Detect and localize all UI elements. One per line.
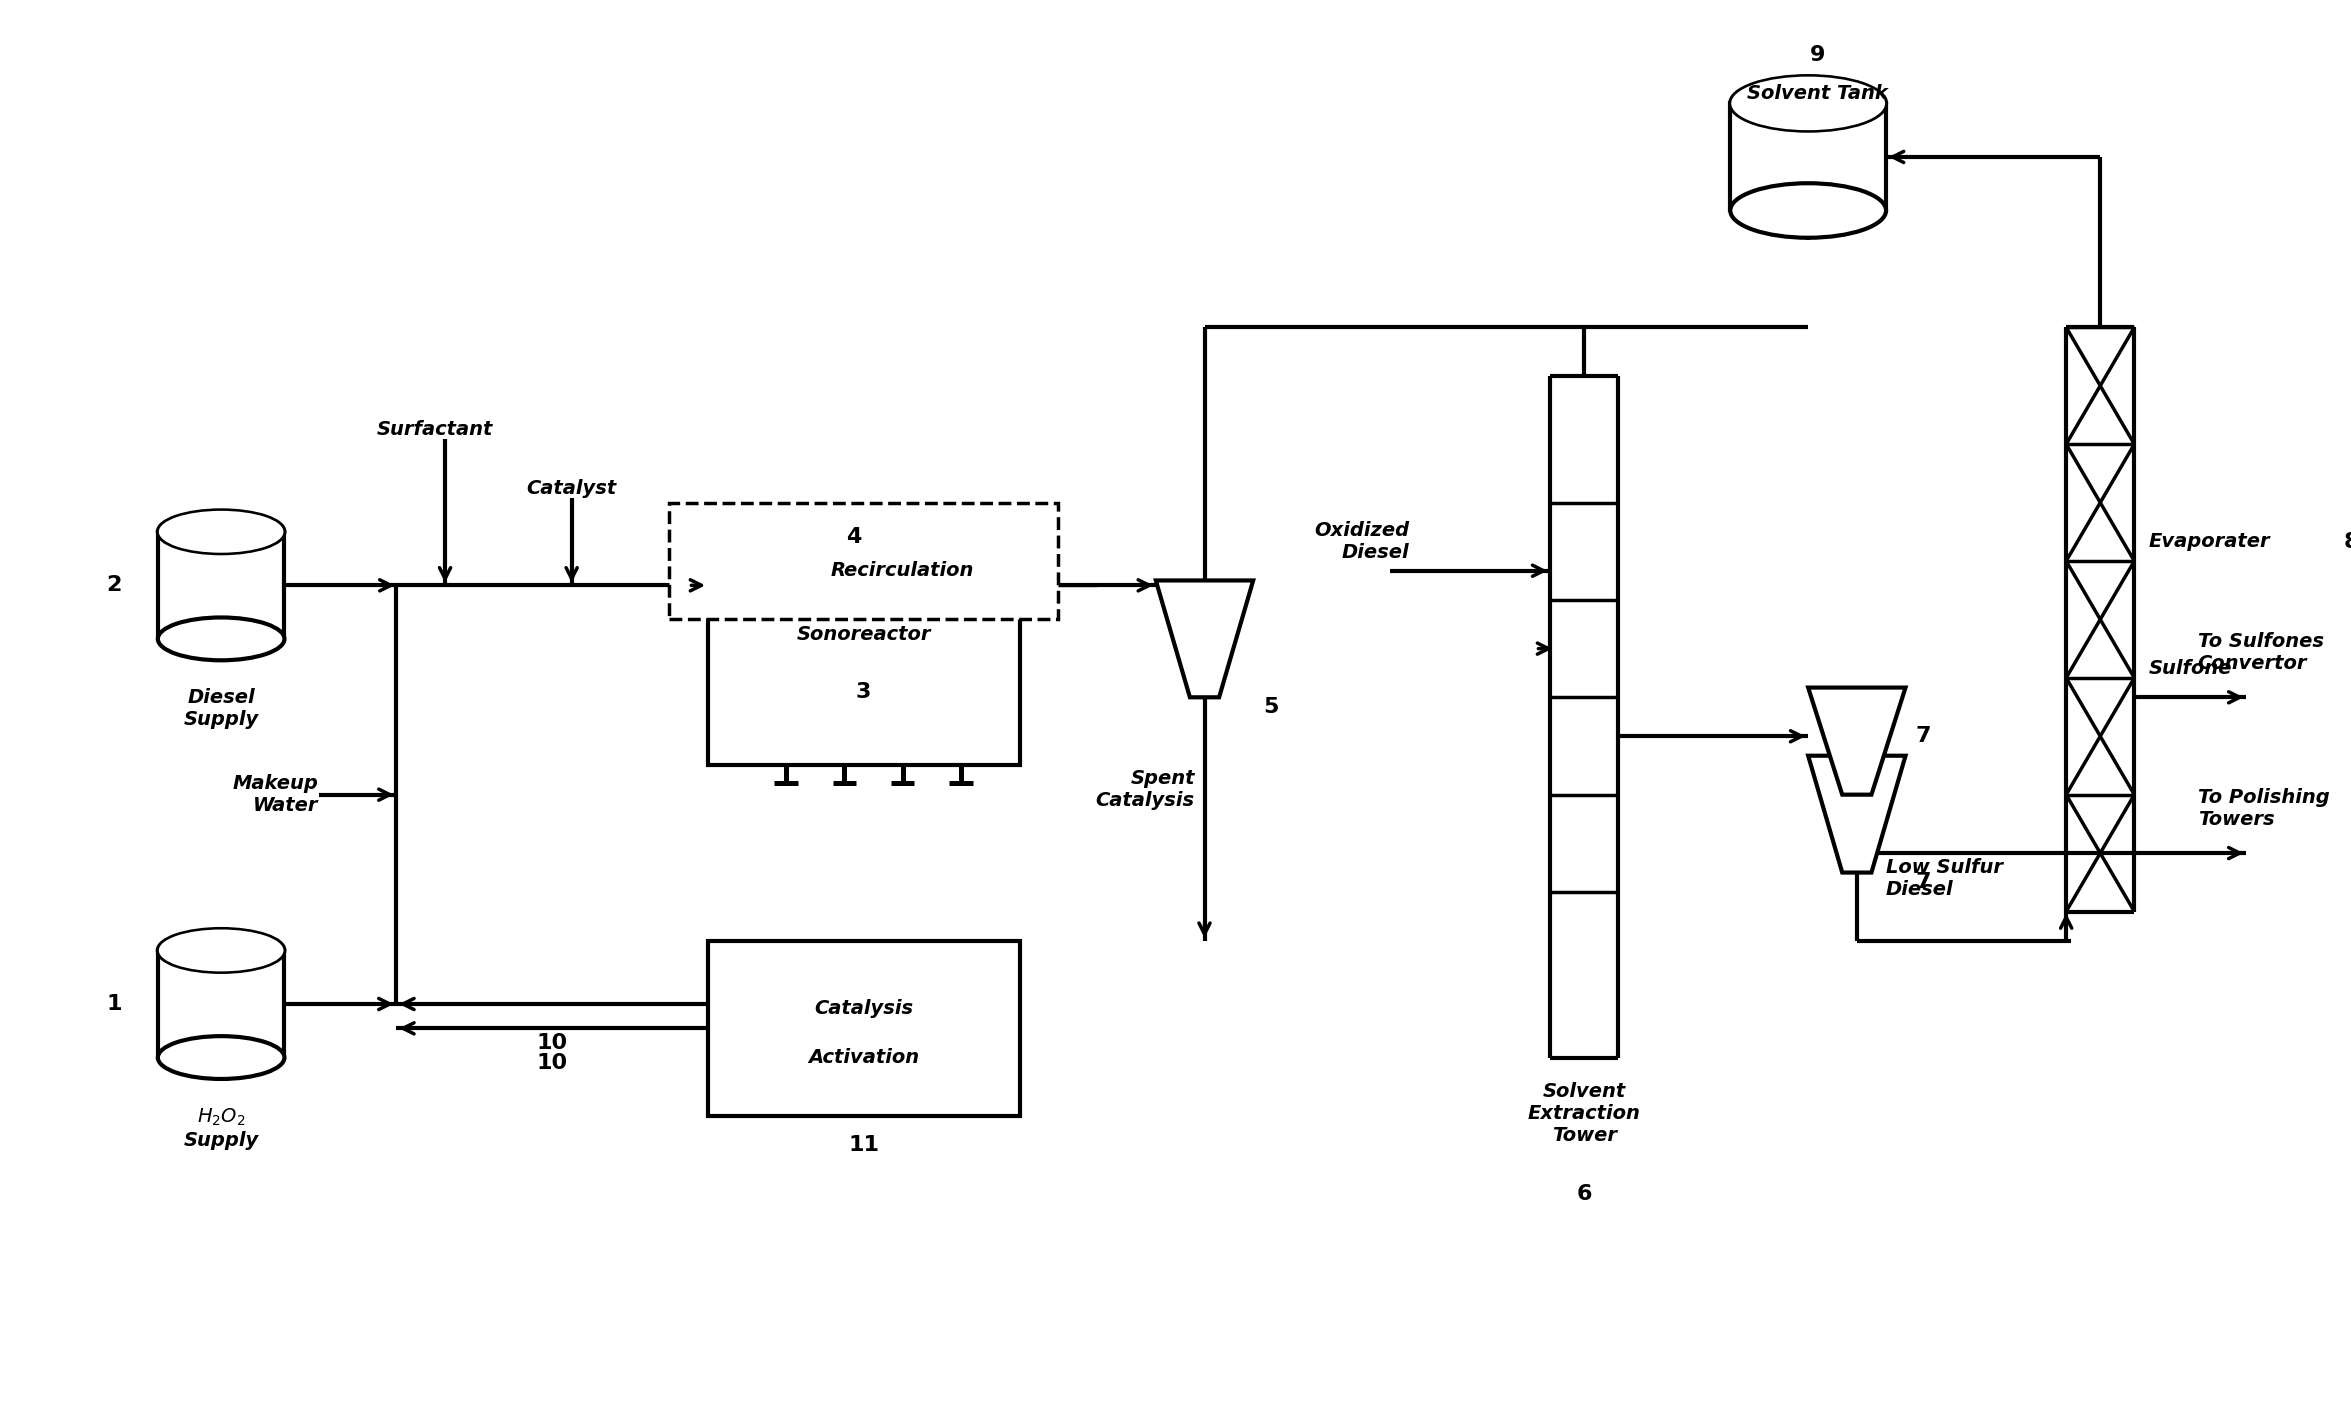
Ellipse shape — [158, 618, 284, 660]
Text: To Polishing
Towers: To Polishing Towers — [2198, 788, 2330, 829]
Text: Activation: Activation — [809, 1049, 919, 1067]
Ellipse shape — [158, 930, 284, 972]
Text: Catalysis: Catalysis — [813, 999, 912, 1019]
Ellipse shape — [1730, 77, 1886, 130]
Polygon shape — [158, 951, 284, 1057]
FancyBboxPatch shape — [670, 503, 1058, 619]
Text: 7: 7 — [1916, 727, 1930, 747]
Text: Catalyst: Catalyst — [527, 479, 616, 497]
Text: Sulfone: Sulfone — [2149, 659, 2233, 677]
Text: 10: 10 — [536, 1053, 567, 1073]
FancyBboxPatch shape — [708, 551, 1020, 765]
Text: 9: 9 — [1810, 45, 1827, 65]
Polygon shape — [158, 531, 284, 639]
Text: 7: 7 — [1916, 873, 1930, 893]
Ellipse shape — [158, 1036, 284, 1078]
Ellipse shape — [1730, 77, 1886, 130]
Text: Oxidized
Diesel: Oxidized Diesel — [1314, 521, 1408, 563]
Text: 2: 2 — [106, 575, 122, 595]
Text: Spent
Catalysis: Spent Catalysis — [1096, 769, 1194, 811]
Ellipse shape — [160, 512, 284, 553]
Text: 10: 10 — [536, 1033, 567, 1053]
Text: Sonoreactor: Sonoreactor — [797, 625, 931, 643]
Text: Surfactant: Surfactant — [376, 421, 494, 439]
FancyBboxPatch shape — [708, 941, 1020, 1117]
Ellipse shape — [160, 930, 284, 972]
Text: Solvent
Extraction
Tower: Solvent Extraction Tower — [1528, 1083, 1641, 1145]
Text: Makeup
Water: Makeup Water — [233, 774, 317, 815]
Text: $H_2O_2$
Supply: $H_2O_2$ Supply — [183, 1107, 259, 1149]
Polygon shape — [1157, 581, 1253, 697]
Ellipse shape — [1730, 183, 1886, 238]
Text: 3: 3 — [856, 683, 872, 703]
Text: 6: 6 — [1578, 1185, 1592, 1204]
Text: 1: 1 — [106, 993, 122, 1015]
Text: Low Sulfur
Diesel: Low Sulfur Diesel — [1886, 857, 2003, 898]
Text: 4: 4 — [846, 527, 863, 547]
Text: Recirculation: Recirculation — [830, 561, 973, 580]
Text: Evaporater: Evaporater — [2149, 531, 2271, 551]
Text: Solvent Tank: Solvent Tank — [1747, 84, 1888, 103]
Ellipse shape — [158, 510, 284, 553]
Text: 11: 11 — [849, 1135, 879, 1155]
Text: 5: 5 — [1262, 697, 1279, 717]
Polygon shape — [1808, 755, 1907, 873]
Polygon shape — [1730, 103, 1886, 211]
Text: 8: 8 — [2344, 531, 2351, 551]
Text: Diesel
Supply: Diesel Supply — [183, 687, 259, 728]
Text: To Sulfones
Convertor: To Sulfones Convertor — [2198, 632, 2323, 673]
Polygon shape — [1808, 687, 1907, 795]
